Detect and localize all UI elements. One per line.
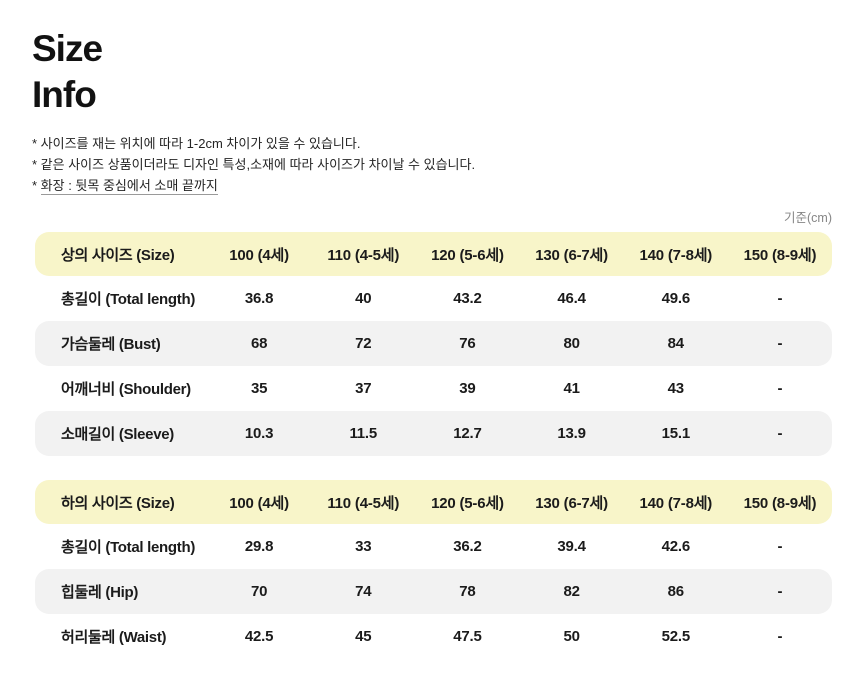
value-cell: 12.7 [453, 425, 482, 442]
page-title-line2: Info [32, 74, 97, 115]
column-header-130: 130 (6-7세) [535, 246, 608, 264]
column-header-110: 110 (4-5세) [327, 246, 400, 264]
table-row-waist: 허리둘레 (Waist) 42.5 45 47.5 50 52.5 - [35, 614, 832, 659]
value-cell: 70 [250, 583, 268, 600]
size-notes: * 사이즈를 재는 위치에 따라 1-2cm 차이가 있을 수 있습니다. * … [32, 133, 830, 196]
value-cell: 68 [250, 335, 268, 352]
value-cell: 36.8 [244, 290, 274, 307]
value-cell: 86 [667, 583, 684, 600]
value-cell: 42.6 [661, 538, 691, 555]
value-cell: 35 [250, 380, 268, 397]
value-cell: - [777, 380, 783, 397]
page-title-line1: Size [32, 28, 103, 69]
value-cell: 41 [563, 380, 580, 397]
table-row-total-length: 총길이 (Total length) 29.8 33 36.2 39.4 42.… [35, 524, 832, 569]
column-header-150: 150 (8-9세) [743, 494, 817, 512]
value-cell: - [777, 583, 783, 600]
column-header-100: 100 (4세) [229, 494, 289, 512]
value-cell: 43 [667, 380, 684, 397]
column-header-140: 140 (7-8세) [639, 246, 713, 264]
value-cell: - [777, 538, 783, 555]
row-label: 총길이 (Total length) [61, 291, 196, 308]
page-title: Size Info [32, 26, 830, 118]
column-header-130: 130 (6-7세) [535, 494, 608, 512]
value-cell: 15.1 [661, 425, 691, 442]
note-measure-tolerance: * 사이즈를 재는 위치에 따라 1-2cm 차이가 있을 수 있습니다. [32, 136, 361, 151]
value-cell: 84 [667, 335, 684, 352]
table-row-bust: 가슴둘레 (Bust) 68 72 76 80 84 - [35, 321, 832, 366]
row-label: 총길이 (Total length) [61, 539, 196, 556]
row-label: 어깨너비 (Shoulder) [61, 381, 191, 398]
value-cell: 42.5 [244, 628, 274, 645]
tops-size-table: 상의 사이즈 (Size) 100 (4세) 110 (4-5세) 120 (5… [35, 232, 832, 456]
value-cell: 10.3 [244, 425, 274, 442]
size-info-page: Size Info * 사이즈를 재는 위치에 따라 1-2cm 차이가 있을 … [32, 26, 832, 659]
value-cell: 36.2 [453, 538, 482, 555]
value-cell: 46.4 [557, 290, 586, 307]
value-cell: 11.5 [349, 425, 378, 442]
row-label: 가슴둘레 (Bust) [61, 336, 161, 353]
value-cell: 37 [355, 380, 372, 397]
value-cell: 49.6 [661, 290, 691, 307]
value-cell: 13.9 [557, 425, 586, 442]
note-design-variance: * 같은 사이즈 상품이더라도 디자인 특성,소재에 따라 사이즈가 차이날 수… [32, 157, 476, 172]
value-cell: 50 [563, 628, 580, 645]
value-cell: 33 [355, 538, 372, 555]
value-cell: 52.5 [661, 628, 691, 645]
bottoms-table-header-row: 하의 사이즈 (Size) 100 (4세) 110 (4-5세) 120 (5… [35, 480, 832, 524]
tops-table-title: 상의 사이즈 (Size) [61, 246, 175, 264]
bottoms-table-title: 하의 사이즈 (Size) [61, 494, 175, 512]
value-cell: 43.2 [453, 290, 482, 307]
note-hwajang-text: 화장 : 뒷목 중심에서 소매 끝까지 [40, 178, 218, 195]
unit-label-cm: 기준(cm) [784, 211, 832, 225]
value-cell: - [777, 628, 783, 645]
column-header-140: 140 (7-8세) [639, 494, 713, 512]
table-row-total-length: 총길이 (Total length) 36.8 40 43.2 46.4 49.… [35, 276, 832, 321]
value-cell: 72 [355, 335, 372, 352]
value-cell: 39 [459, 380, 476, 397]
value-cell: 74 [355, 583, 372, 600]
value-cell: 80 [563, 335, 580, 352]
table-row-sleeve: 소매길이 (Sleeve) 10.3 11.5 12.7 13.9 15.1 - [35, 411, 832, 456]
value-cell: 82 [563, 583, 580, 600]
column-header-120: 120 (5-6세) [431, 494, 504, 512]
column-header-150: 150 (8-9세) [743, 246, 817, 264]
column-header-120: 120 (5-6세) [431, 246, 504, 264]
value-cell: 76 [459, 335, 476, 352]
table-row-shoulder: 어깨너비 (Shoulder) 35 37 39 41 43 - [35, 366, 832, 411]
value-cell: 40 [355, 290, 372, 307]
note-marker: * [32, 178, 41, 193]
row-label: 힙둘레 (Hip) [61, 584, 139, 601]
tops-table-header-row: 상의 사이즈 (Size) 100 (4세) 110 (4-5세) 120 (5… [35, 232, 832, 276]
value-cell: - [777, 290, 783, 307]
value-cell: - [777, 335, 783, 352]
table-row-hip: 힙둘레 (Hip) 70 74 78 82 86 - [35, 569, 832, 614]
value-cell: 29.8 [244, 538, 274, 555]
row-label: 소매길이 (Sleeve) [61, 426, 174, 443]
value-cell: 45 [355, 628, 372, 645]
column-header-110: 110 (4-5세) [327, 494, 400, 512]
bottoms-size-table: 하의 사이즈 (Size) 100 (4세) 110 (4-5세) 120 (5… [35, 480, 832, 659]
row-label: 허리둘레 (Waist) [61, 629, 167, 646]
note-hwajang-definition: * 화장 : 뒷목 중심에서 소매 끝까지 [32, 175, 830, 196]
value-cell: 78 [459, 583, 476, 600]
value-cell: 47.5 [453, 628, 482, 645]
value-cell: 39.4 [557, 538, 586, 555]
column-header-100: 100 (4세) [229, 246, 289, 264]
value-cell: - [777, 425, 783, 442]
